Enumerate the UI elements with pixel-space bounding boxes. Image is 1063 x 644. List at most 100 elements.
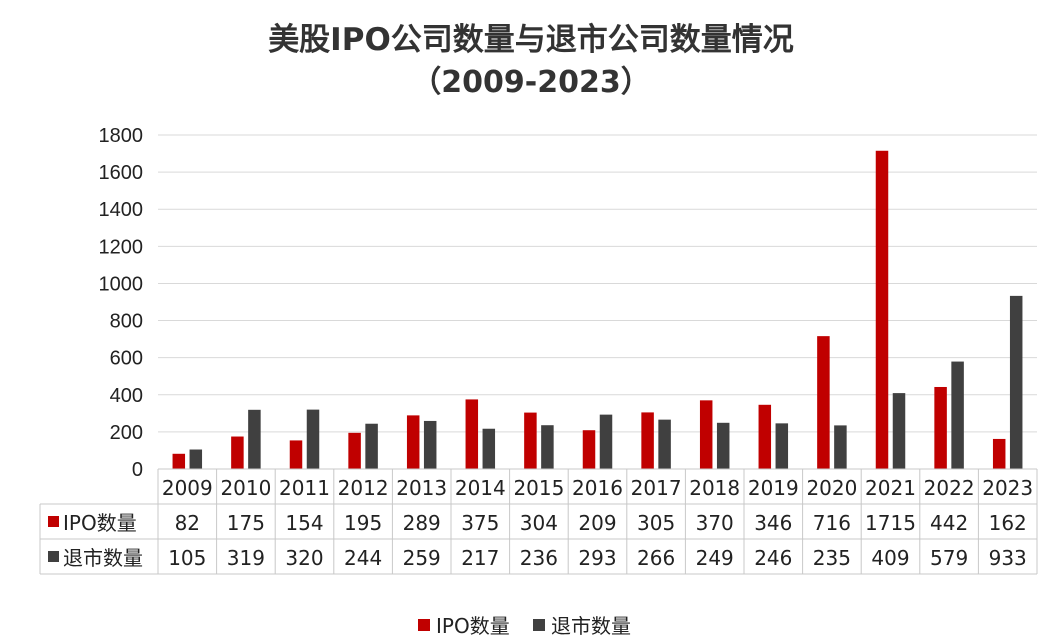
table-value: 289: [403, 511, 441, 535]
table-year-label: 2020: [806, 476, 857, 500]
chart-subtitle: （2009-2023）: [411, 65, 650, 100]
y-axis-ticks: 0 200 400 600 800 1000 1200 1400 1600 1800: [99, 125, 144, 481]
table-value: 716: [813, 511, 851, 535]
table-year-label: 2021: [865, 476, 916, 500]
legend: IPO数量 退市数量: [418, 614, 631, 638]
table-value: 375: [461, 511, 499, 535]
bar-delisting: [599, 414, 613, 469]
table-value: 305: [637, 511, 675, 535]
bar-ipo: [406, 415, 420, 469]
bar-ipo: [758, 404, 772, 469]
y-tick-label: 1000: [99, 273, 144, 295]
bar-ipo: [641, 412, 654, 469]
bar-delisting: [658, 419, 671, 469]
bar-ipo: [172, 453, 186, 469]
table-value: 1715: [865, 511, 916, 535]
table-value: 370: [696, 511, 734, 535]
table-value: 235: [813, 546, 851, 570]
legend-swatch: [418, 619, 430, 631]
bar-ipo: [289, 440, 303, 469]
bar-delisting: [248, 409, 261, 469]
bar-delisting: [775, 423, 789, 469]
table-value: 162: [989, 511, 1027, 535]
table-value: 249: [696, 546, 734, 570]
bar-delisting: [423, 420, 437, 469]
table-year-label: 2012: [338, 476, 389, 500]
table-value: 209: [578, 511, 616, 535]
y-tick-label: 1200: [99, 236, 144, 258]
table-year-label: 2010: [220, 476, 271, 500]
table-value: 319: [227, 546, 265, 570]
table-year-label: 2014: [455, 476, 506, 500]
table-value: 246: [754, 546, 792, 570]
bar-ipo: [465, 399, 479, 469]
bar-ipo: [934, 386, 947, 469]
bar-ipo: [524, 412, 537, 469]
table-value: 217: [461, 546, 499, 570]
bar-delisting: [716, 422, 730, 469]
bar-ipo: [348, 432, 361, 469]
table-value: 579: [930, 546, 968, 570]
y-tick-label: 400: [110, 385, 143, 407]
bar-delisting: [541, 425, 554, 469]
table-value: 933: [989, 546, 1027, 570]
bar-delisting: [365, 423, 378, 469]
table-value: 105: [168, 546, 206, 570]
bar-delisting: [482, 428, 496, 469]
table-legend-key: [48, 551, 59, 562]
bar-ipo: [699, 400, 713, 469]
table-value: 293: [578, 546, 616, 570]
table-year-label: 2018: [689, 476, 740, 500]
table-year-label: 2013: [396, 476, 447, 500]
table-year-label: 2009: [162, 476, 213, 500]
table-year-label: 2017: [631, 476, 682, 500]
y-tick-label: 1400: [99, 199, 144, 221]
table-year-label: 2011: [279, 476, 330, 500]
table-year-label: 2022: [924, 476, 975, 500]
bar-delisting: [951, 361, 964, 469]
bar-ipo: [875, 150, 889, 469]
table-legend-key: [48, 516, 59, 527]
y-tick-label: 600: [110, 348, 143, 370]
legend-swatch: [533, 619, 545, 631]
bars: [172, 150, 1023, 469]
table-value: 236: [520, 546, 558, 570]
y-tick-label: 200: [110, 422, 143, 444]
legend-label: IPO数量: [436, 614, 510, 638]
table-value: 244: [344, 546, 382, 570]
y-tick-label: 0: [132, 459, 143, 481]
bar-ipo: [817, 336, 830, 469]
table-value: 259: [403, 546, 441, 570]
table-value: 175: [227, 511, 265, 535]
table-value: 304: [520, 511, 558, 535]
bar-delisting: [306, 409, 320, 469]
y-tick-label: 800: [110, 311, 143, 333]
table-year-label: 2015: [513, 476, 564, 500]
table-series-name: IPO数量: [63, 511, 137, 535]
y-tick-label: 1800: [99, 125, 144, 147]
chart-title: 美股IPO公司数量与退市公司数量情况: [268, 22, 794, 58]
table-series-name: 退市数量: [63, 546, 143, 570]
table-value: 154: [285, 511, 323, 535]
bar-delisting: [892, 393, 906, 469]
legend-label: 退市数量: [551, 614, 631, 638]
bar-ipo: [231, 436, 244, 469]
bar-delisting: [189, 449, 203, 469]
bar-ipo: [992, 438, 1006, 469]
gridlines: [158, 134, 1037, 433]
table-year-label: 2016: [572, 476, 623, 500]
table-value: 266: [637, 546, 675, 570]
bar-delisting: [1009, 295, 1023, 469]
table-value: 320: [285, 546, 323, 570]
data-table: 2009 2010 2011 2012 2013 2014 2015 2016 2017 2018…: [39, 468, 1038, 575]
table-value: 346: [754, 511, 792, 535]
bar-ipo: [582, 430, 596, 469]
y-tick-label: 1600: [99, 162, 144, 184]
table-year-label: 2019: [748, 476, 799, 500]
bar-delisting: [834, 425, 847, 469]
table-value: 82: [175, 511, 200, 535]
table-value: 409: [871, 546, 909, 570]
table-value: 195: [344, 511, 382, 535]
table-year-label: 2023: [982, 476, 1033, 500]
